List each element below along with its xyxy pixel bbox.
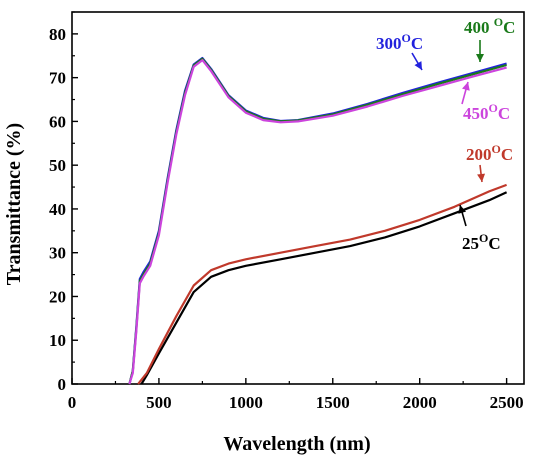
series-layer — [128, 56, 508, 385]
y-tick-label: 80 — [49, 25, 66, 44]
series-line-0 — [140, 191, 508, 385]
annotation-arrowhead — [414, 61, 422, 70]
x-axis: 0 500 1000 1500 2000 2500 — [68, 378, 524, 412]
y-axis-label: Transmittance (%) — [3, 123, 25, 285]
annotation-label: 200OC — [466, 142, 513, 164]
annotation-label: 300OC — [376, 31, 423, 53]
x-tick-label: 1000 — [229, 393, 263, 412]
series-line-4 — [128, 58, 507, 385]
annotation-arrowhead — [476, 54, 484, 62]
x-tick-label: 500 — [146, 393, 172, 412]
y-tick-label: 20 — [49, 287, 66, 306]
x-axis-label: Wavelength (nm) — [223, 433, 370, 455]
plot-border — [71, 11, 525, 385]
x-tick-label: 0 — [68, 393, 77, 412]
series-annotation: 400 OC — [464, 15, 515, 62]
series-annotation: 200OC — [466, 142, 513, 183]
series-line-1 — [137, 183, 507, 385]
y-tick-label: 10 — [49, 331, 66, 350]
y-tick-label: 50 — [49, 156, 66, 175]
series-annotation: 300OC — [376, 31, 423, 71]
series-annotation: 450OC — [461, 81, 510, 123]
annotation-arrowhead — [477, 173, 486, 182]
x-tick-label: 2000 — [403, 393, 437, 412]
series-annotation: 25OC — [458, 204, 501, 253]
annotation-label: 450OC — [463, 101, 510, 123]
y-tick-label: 70 — [49, 69, 66, 88]
y-axis: 0 10 20 30 40 50 60 70 80 — [49, 11, 78, 394]
annotation-label: 25OC — [462, 231, 501, 253]
y-tick-label: 30 — [49, 244, 66, 263]
plot-frame — [71, 11, 525, 385]
y-tick-label: 40 — [49, 200, 66, 219]
x-tick-label: 1500 — [316, 393, 350, 412]
annotation-arrowhead — [458, 205, 467, 214]
annotation-label: 400 OC — [464, 15, 515, 37]
y-tick-label: 0 — [58, 375, 67, 394]
series-line-2 — [128, 56, 507, 385]
x-tick-label: 2500 — [490, 393, 524, 412]
series-line-3 — [128, 57, 507, 385]
annotation-arrowhead — [462, 82, 470, 91]
annotation-layer: 300OC 400 OC 450OC 200OC 25OC — [376, 15, 515, 253]
y-tick-label: 60 — [49, 112, 66, 131]
